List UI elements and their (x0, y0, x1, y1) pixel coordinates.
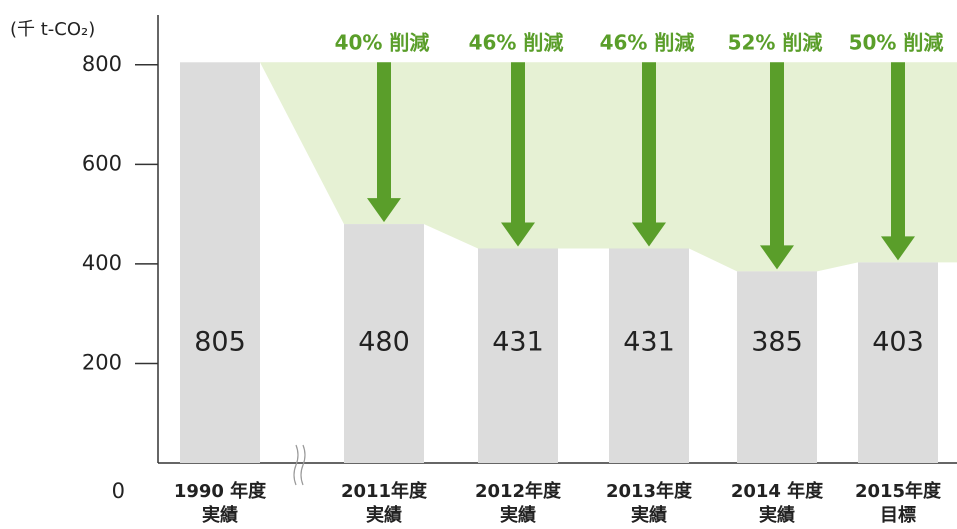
axis-break (293, 444, 306, 486)
bar (478, 248, 558, 463)
bar (344, 224, 424, 463)
reduction-label: 46% 削減 (469, 31, 564, 55)
x-tick-label: 2012年度 (475, 480, 562, 502)
y-tick-label: 800 (82, 52, 122, 76)
reduction-arrow (501, 62, 535, 247)
bar (858, 262, 938, 463)
y-tick-label: 0 (112, 479, 125, 503)
reduction-arrow (881, 62, 915, 261)
reduction-arrow (760, 62, 794, 270)
x-tick-label: 2011年度 (341, 480, 428, 502)
bar (737, 271, 817, 463)
x-tick-label: 目標 (880, 504, 916, 526)
reduction-label: 46% 削減 (600, 31, 695, 55)
x-tick-label: 実績 (759, 504, 795, 526)
bar (609, 248, 689, 463)
x-tick-label: 2014 年度 (731, 480, 824, 502)
reduction-arrow (367, 62, 401, 223)
value-label: 431 (623, 327, 675, 358)
x-tick-label: 2013年度 (606, 480, 693, 502)
x-tick-label: 実績 (631, 504, 667, 526)
value-label: 805 (194, 327, 246, 358)
reduction-label: 52% 削減 (728, 31, 823, 55)
x-tick-label: 実績 (202, 504, 238, 526)
x-tick-label: 実績 (366, 504, 402, 526)
y-tick-label: 200 (82, 350, 122, 374)
y-tick-label: 600 (82, 151, 122, 175)
value-label: 480 (358, 327, 410, 358)
x-tick-label: 1990 年度 (174, 480, 267, 502)
reduction-label: 50% 削減 (849, 31, 944, 55)
reduction-arrow (632, 62, 666, 247)
y-tick-label: 400 (82, 251, 122, 275)
y-axis-label: (千 t-CO₂) (10, 19, 95, 40)
x-tick-label: 2015年度 (855, 480, 942, 502)
value-label: 385 (751, 327, 803, 358)
x-tick-label: 実績 (500, 504, 536, 526)
reduction-label: 40% 削減 (335, 31, 430, 55)
value-label: 431 (492, 327, 544, 358)
value-label: 403 (872, 327, 924, 358)
bar (180, 62, 260, 464)
